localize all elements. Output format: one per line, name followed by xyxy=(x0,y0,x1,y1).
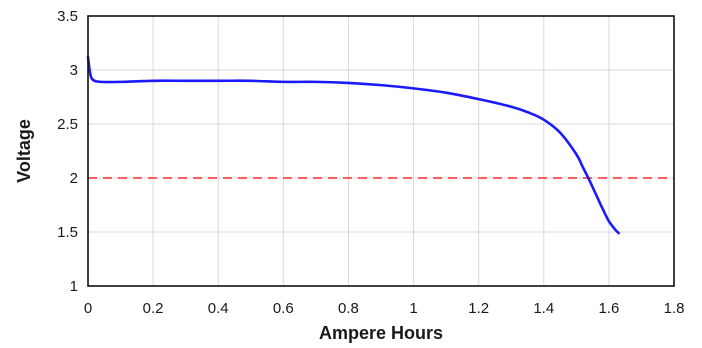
y-tick-label: 3.5 xyxy=(57,8,78,25)
x-tick-label: 1.6 xyxy=(598,300,619,317)
x-tick-label: 0.2 xyxy=(143,300,164,317)
y-tick-label: 1.5 xyxy=(57,224,78,241)
y-tick-label: 3 xyxy=(70,62,78,79)
series-layer xyxy=(86,55,620,235)
y-tick-label: 1 xyxy=(70,278,78,295)
x-tick-label: 0.4 xyxy=(208,300,229,317)
x-tick-label: 1.8 xyxy=(664,300,685,317)
y-tick-label: 2.5 xyxy=(57,116,78,133)
x-tick-label: 1.2 xyxy=(468,300,489,317)
x-axis-title: Ampere Hours xyxy=(319,323,443,343)
grid-layer xyxy=(87,15,675,287)
y-tick-labels: 1 1.5 2 2.5 3 3.5 xyxy=(57,8,78,295)
series-line xyxy=(86,55,620,235)
x-tick-label: 0.6 xyxy=(273,300,294,317)
x-tick-labels: 0 0.2 0.4 0.6 0.8 1 1.2 1.4 1.6 1.8 xyxy=(84,300,685,317)
x-tick-label: 0 xyxy=(84,300,92,317)
x-tick-label: 1.4 xyxy=(533,300,554,317)
plot-frame xyxy=(87,15,675,287)
y-tick-label: 2 xyxy=(70,170,78,187)
x-tick-label: 0.8 xyxy=(338,300,359,317)
x-tick-label: 1 xyxy=(409,300,417,317)
y-axis-title: Voltage xyxy=(14,119,34,183)
